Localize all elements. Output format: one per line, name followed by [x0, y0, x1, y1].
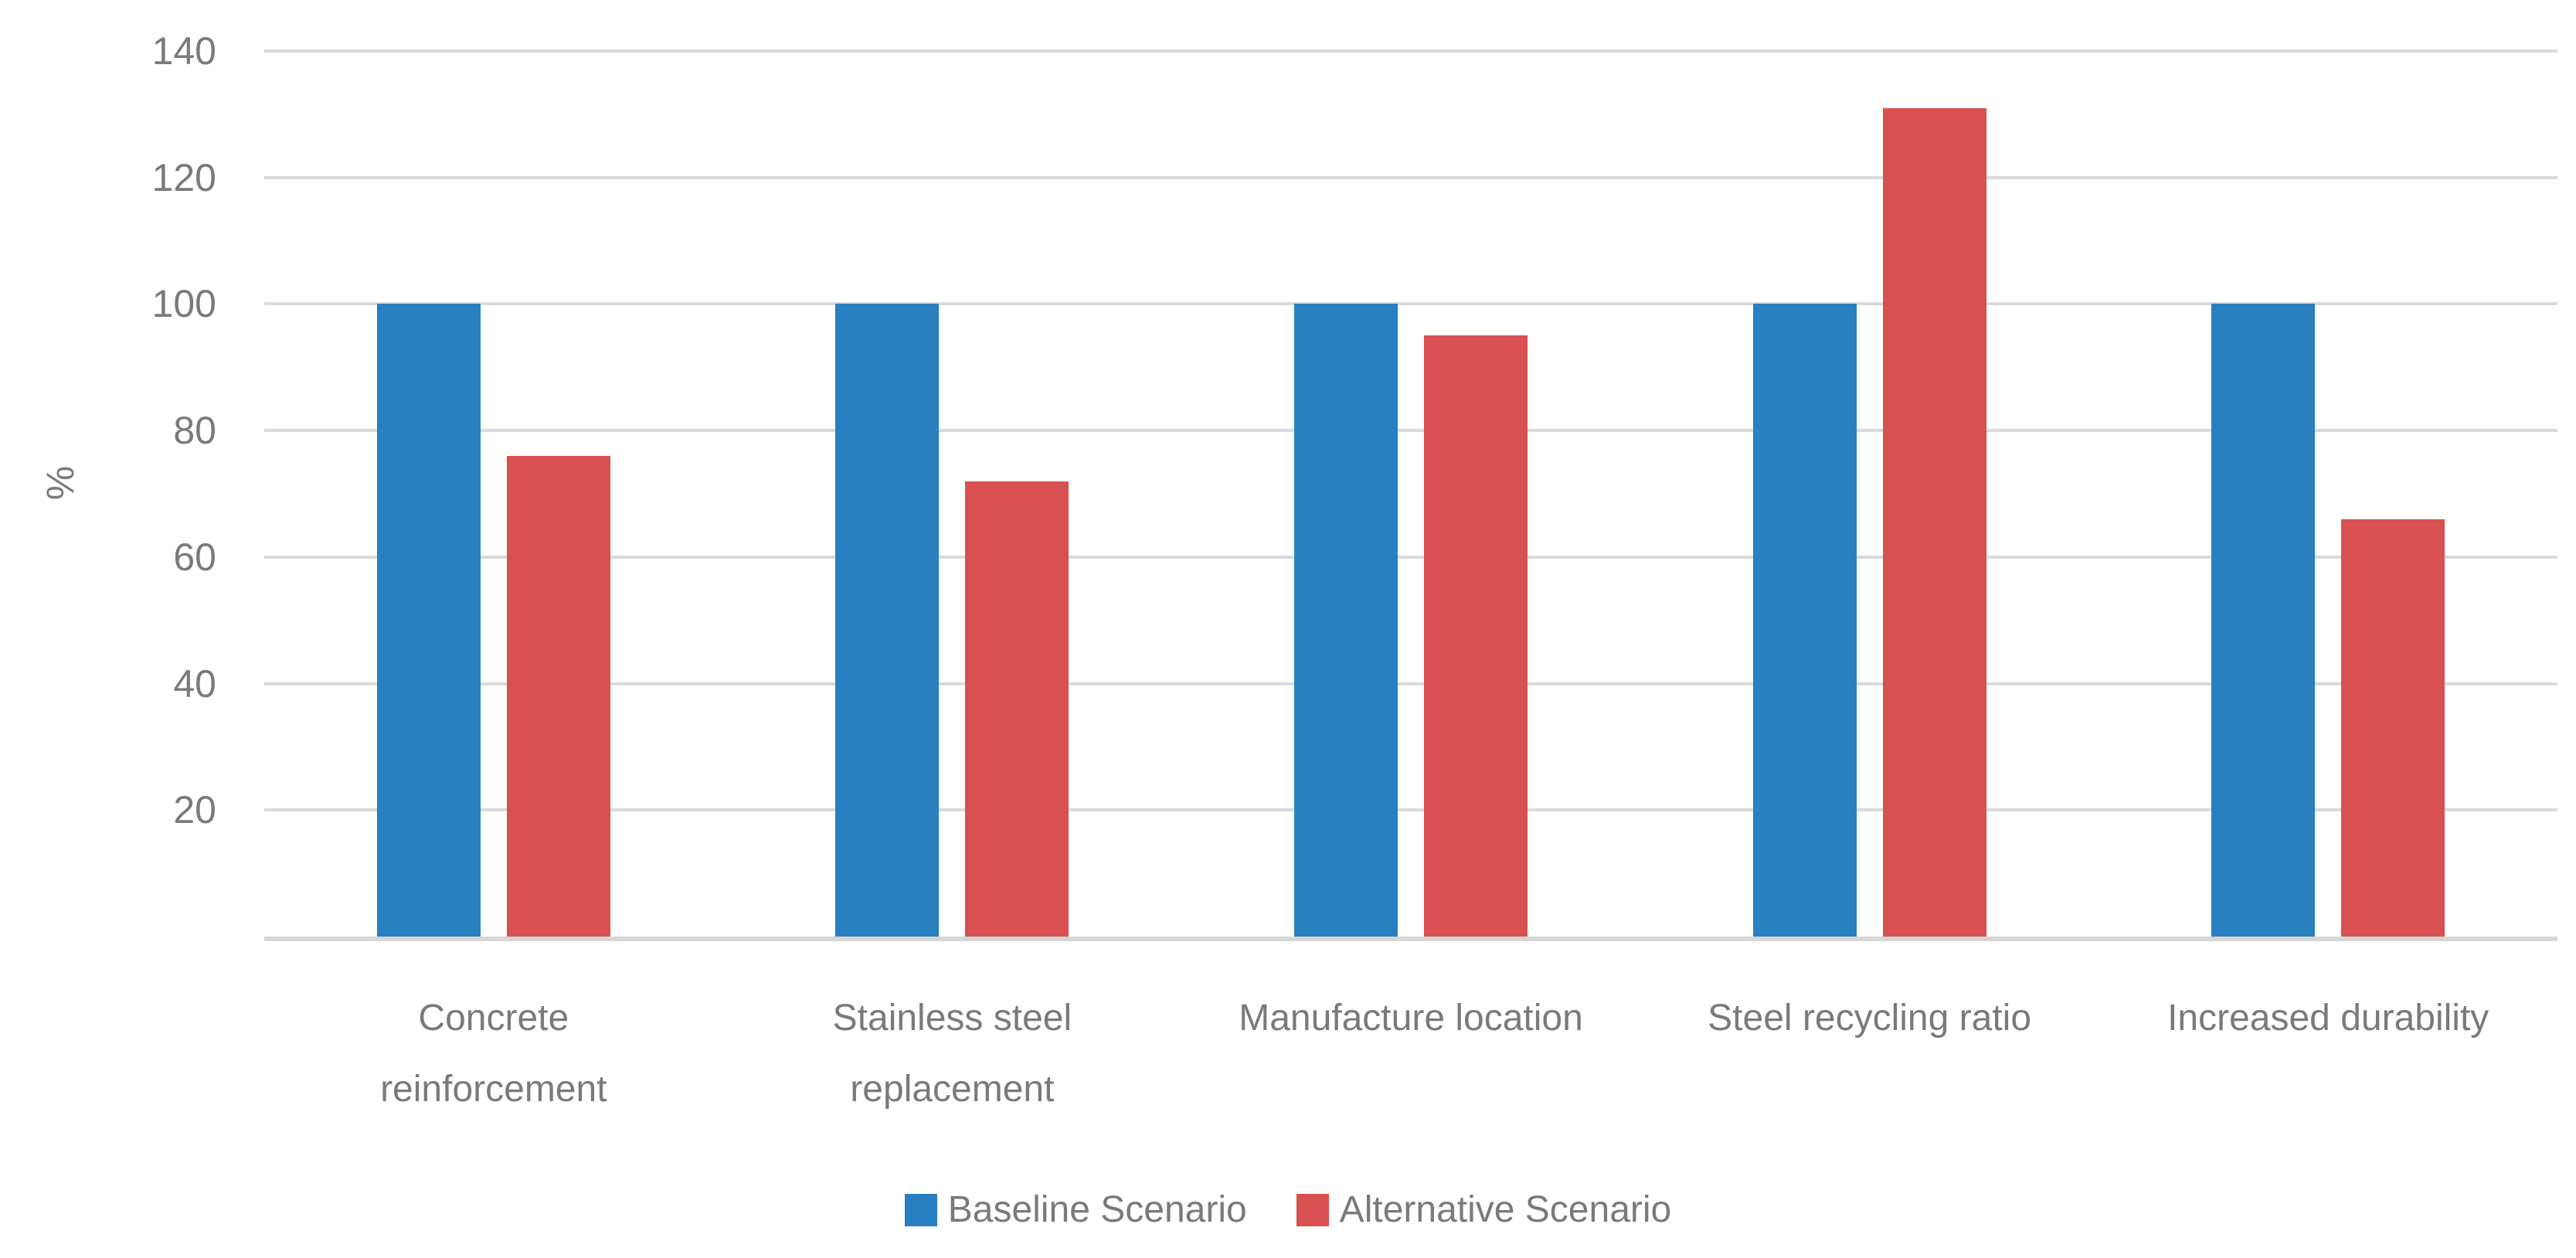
bar-alternative-scenario-4	[1882, 107, 1986, 937]
gridline-100	[264, 302, 2557, 306]
gridline-80	[264, 429, 2557, 433]
legend-label: Baseline Scenario	[947, 1189, 1247, 1230]
bar-alternative-scenario-2	[965, 481, 1069, 937]
y-tick-label-20: 20	[173, 788, 216, 832]
gridline-40	[264, 682, 2557, 685]
category-label-5: Increased durability	[2167, 998, 2489, 1039]
bar-baseline-scenario-1	[376, 304, 481, 937]
category-label-2: Stainless steel replacement	[832, 998, 1072, 1110]
category-label-3: Manufacture location	[1239, 998, 1583, 1039]
y-tick-label-120: 120	[151, 155, 216, 199]
gridline-120	[264, 175, 2557, 179]
bar-baseline-scenario-5	[2211, 304, 2316, 937]
legend-swatch-baseline-scenario	[904, 1194, 937, 1226]
bar-alternative-scenario-5	[2341, 518, 2445, 937]
y-tick-label-140: 140	[151, 29, 216, 73]
legend-swatch-alternative-scenario	[1296, 1194, 1329, 1226]
legend-item-baseline-scenario: Baseline Scenario	[904, 1188, 1247, 1232]
category-label-4: Steel recycling ratio	[1708, 998, 2032, 1039]
gridline-140	[264, 49, 2557, 53]
gridline-20	[264, 808, 2557, 812]
y-tick-label-40: 40	[173, 661, 216, 706]
bar-baseline-scenario-3	[1294, 304, 1398, 937]
gridline-60	[264, 555, 2557, 559]
y-axis-label: %	[39, 465, 82, 501]
category-label-1: Concrete reinforcement	[380, 998, 607, 1110]
bar-alternative-scenario-3	[1424, 335, 1528, 937]
bar-alternative-scenario-1	[506, 455, 610, 937]
legend-item-alternative-scenario: Alternative Scenario	[1296, 1188, 1672, 1232]
legend: Baseline Scenario Alternative Scenario	[0, 1188, 2576, 1232]
x-axis-line	[264, 937, 2557, 941]
y-tick-label-60: 60	[173, 535, 216, 579]
y-tick-label-100: 100	[151, 282, 216, 326]
bar-baseline-scenario-2	[835, 304, 940, 937]
bar-baseline-scenario-4	[1752, 304, 1857, 937]
legend-label: Alternative Scenario	[1339, 1189, 1672, 1230]
y-tick-label-80: 80	[173, 409, 216, 453]
